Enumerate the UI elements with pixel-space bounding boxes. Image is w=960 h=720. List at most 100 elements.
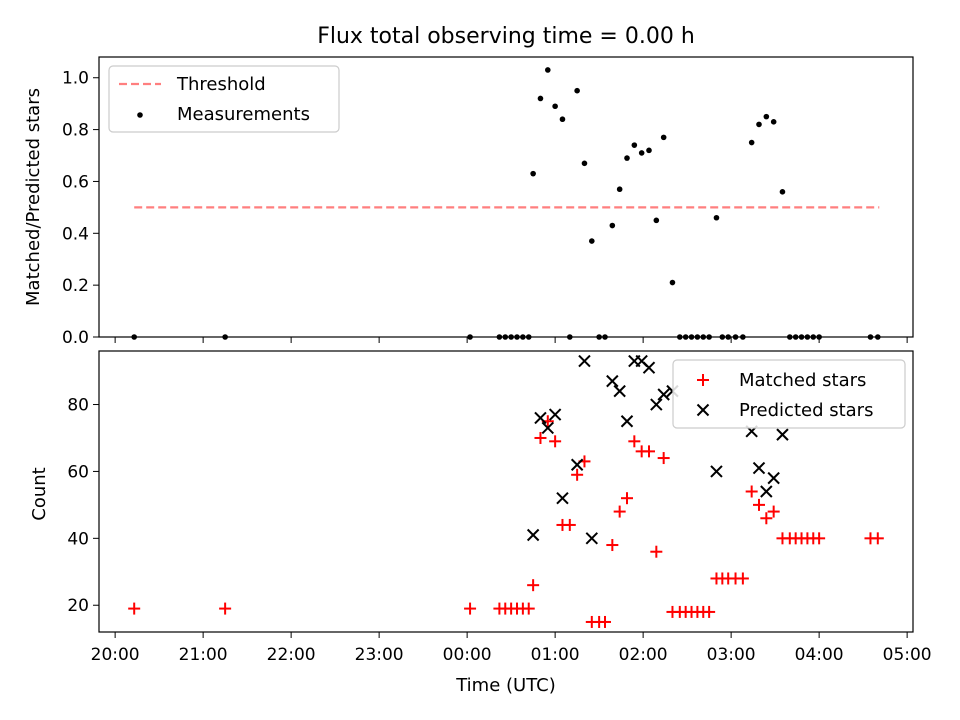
bottom-plot-frame xyxy=(98,350,914,633)
bottom-y-tick-label: 60 xyxy=(67,462,89,482)
measurement-point xyxy=(756,121,762,128)
bottom-panel: 20 40 60 80 20:00 21:00 22:00 23:00 00:00 01:00 0… xyxy=(29,350,932,696)
bottom-y-tick-label: 80 xyxy=(67,396,89,416)
predicted-star-point xyxy=(548,408,562,421)
matched-star-point xyxy=(745,485,758,498)
top-legend-box xyxy=(108,65,340,133)
measurement-point xyxy=(713,214,720,221)
matched-star-point xyxy=(128,602,141,615)
x-tick-label: 00:00 xyxy=(443,645,492,665)
bottom-legend: Matched stars Predicted stars xyxy=(672,359,906,429)
top-y-tick-label: 0.6 xyxy=(62,172,89,192)
x-tick-label: 04:00 xyxy=(795,645,844,665)
measurement-point xyxy=(609,222,616,229)
x-tick-label: 21:00 xyxy=(179,645,228,665)
x-tick-label: 03:00 xyxy=(707,645,756,665)
measurement-point xyxy=(624,155,630,161)
legend-matched-marker xyxy=(697,374,709,386)
bottom-y-axis: 20 40 60 80 xyxy=(67,396,99,616)
measurement-point xyxy=(779,189,786,195)
top-y-tick-label: 0.0 xyxy=(62,328,89,348)
matched-star-point xyxy=(760,512,773,525)
top-y-tick-label: 1.0 xyxy=(62,69,89,89)
predicted-star-point xyxy=(556,491,569,505)
measurement-point xyxy=(530,170,536,177)
matched-star-point xyxy=(599,615,611,628)
measurement-point xyxy=(552,103,558,110)
matched-star-point xyxy=(813,532,826,545)
matched-star-point xyxy=(522,602,535,615)
matched-star-point xyxy=(613,505,626,518)
bottom-legend-box xyxy=(672,359,906,429)
x-tick-label: 05:00 xyxy=(883,645,932,665)
legend-measurements-label: Measurements xyxy=(177,104,310,125)
matched-star-point xyxy=(753,498,765,511)
matched-star-point xyxy=(563,518,576,531)
predicted-star-point xyxy=(710,465,723,478)
matched-star-point xyxy=(657,452,670,465)
predicted-star-point xyxy=(526,528,540,542)
x-tick-label: 20:00 xyxy=(91,645,140,665)
measurement-point xyxy=(770,119,777,125)
bottom-y-tick-label: 20 xyxy=(67,596,89,616)
matched-star-point xyxy=(650,545,663,558)
predicted-star-point xyxy=(613,384,626,398)
matched-star-point xyxy=(871,532,884,545)
top-plot-frame xyxy=(98,56,914,338)
legend-threshold-label: Threshold xyxy=(176,74,266,95)
matched-star-point xyxy=(527,579,540,592)
bottom-x-axis: 20:00 21:00 22:00 23:00 00:00 01:00 02:00 03:00… xyxy=(91,632,932,665)
x-tick-label: 02:00 xyxy=(619,645,668,665)
x-tick-label: 22:00 xyxy=(267,645,316,665)
predicted-star-point xyxy=(541,421,555,435)
measurement-point xyxy=(763,113,770,120)
predicted-star-point xyxy=(752,461,766,475)
top-y-tick-label: 0.2 xyxy=(62,276,89,296)
measurement-point xyxy=(559,116,566,123)
predicted-star-point xyxy=(534,411,547,425)
measurement-point xyxy=(748,139,755,146)
matched-star-point xyxy=(703,605,716,618)
matched-star-point xyxy=(606,539,619,552)
x-tick-label: 01:00 xyxy=(531,645,580,665)
legend-predicted-marker xyxy=(696,403,710,417)
top-legend: Threshold Measurements xyxy=(108,65,340,133)
matched-star-point xyxy=(464,602,477,615)
x-tick-label: 23:00 xyxy=(355,645,404,665)
x-axis-label: Time (UTC) xyxy=(455,675,556,696)
matched-star-point xyxy=(736,572,749,585)
chart-title: Flux total observing time = 0.00 h xyxy=(317,24,695,49)
predicted-star-point xyxy=(606,374,619,388)
predicted-star-point xyxy=(642,361,656,374)
matched-star-point xyxy=(621,492,633,505)
predicted-star-point xyxy=(570,458,584,471)
measurement-point xyxy=(660,134,667,141)
legend-predicted-swatch xyxy=(696,403,710,417)
measurement-point xyxy=(537,95,544,102)
legend-measurements-swatch xyxy=(137,112,143,118)
legend-predicted-label: Predicted stars xyxy=(739,400,873,421)
predicted-star-point xyxy=(650,398,663,411)
matched-star-point xyxy=(549,435,562,448)
measurement-point xyxy=(653,217,660,224)
matched-star-point xyxy=(767,505,780,518)
matched-star-point xyxy=(571,468,584,481)
predicted-star-point xyxy=(585,532,599,545)
measurement-point xyxy=(646,147,652,154)
predicted-star-point xyxy=(767,471,780,485)
bottom-y-axis-label: Count xyxy=(29,467,50,520)
legend-matched-swatch xyxy=(697,374,709,386)
top-x-axis xyxy=(114,337,908,343)
measurement-point xyxy=(545,67,551,73)
measurement-point xyxy=(616,186,623,193)
predicted-star-point xyxy=(620,415,634,428)
matched-star-point xyxy=(643,445,655,458)
matched-star-point xyxy=(534,431,547,444)
top-panel: 0.0 0.2 0.4 0.6 0.8 1.0 Matched/Predicted sta… xyxy=(23,56,914,348)
measurement-point xyxy=(631,142,638,148)
matched-stars-series xyxy=(128,415,884,628)
measurement-point xyxy=(669,279,676,286)
matched-star-point xyxy=(219,602,232,615)
bottom-y-tick-label: 40 xyxy=(67,529,89,549)
